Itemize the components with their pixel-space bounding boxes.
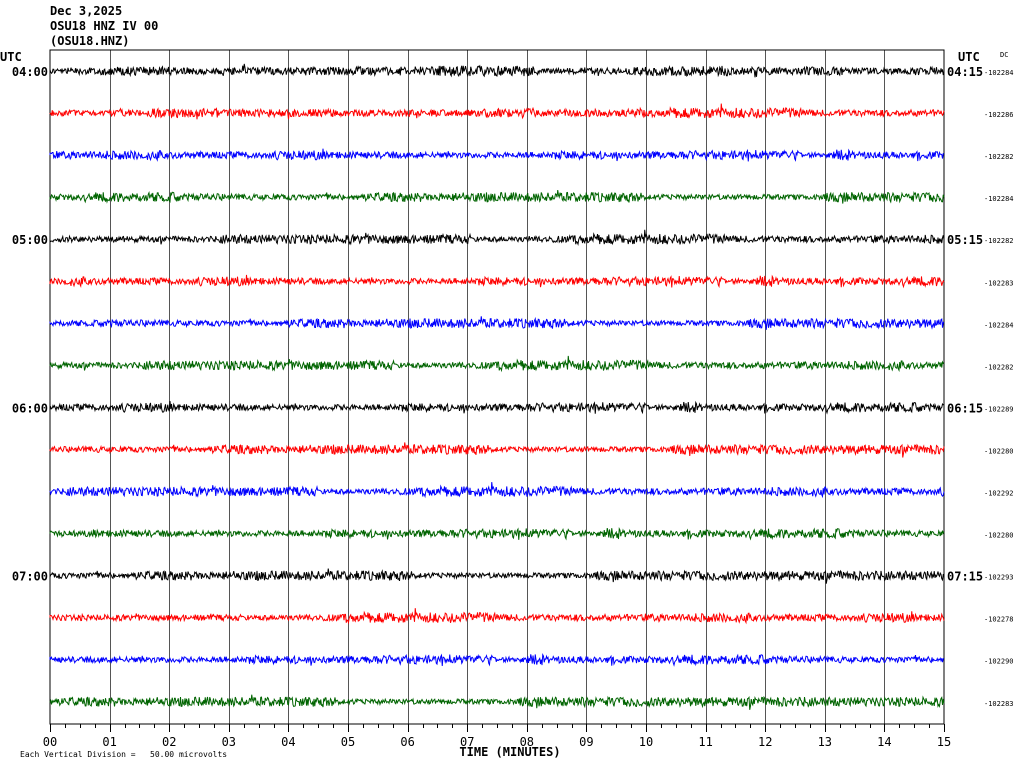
trace-row — [49, 103, 945, 120]
row-dc-offset: -102284 — [984, 69, 1014, 77]
row-dc-offset: -102289 — [984, 405, 1014, 413]
row-dc-offset: -102283 — [984, 700, 1014, 708]
row-dc-offset: -102280 — [984, 447, 1014, 455]
label-group: UTC UTC DC TIME (MINUTES) Each Vertical … — [0, 50, 1014, 759]
right-axis-title: UTC — [958, 50, 980, 64]
row-dc-offset: -102282 — [984, 153, 1014, 161]
x-axis: 00 01 02 03 04 05 06 07 08 09 10 11 12 13 14 15 — [43, 724, 951, 749]
x-tick-label: 11 — [698, 735, 712, 749]
grid-lines — [110, 50, 885, 724]
x-axis-label: TIME (MINUTES) — [459, 745, 560, 759]
x-tick-label: 08 — [520, 735, 534, 749]
trace-row — [49, 608, 945, 625]
channel-id: (OSU18.HNZ) — [50, 34, 130, 48]
row-dc-offset: -102283 — [984, 279, 1014, 287]
trace-row — [49, 442, 945, 458]
dc-label: DC — [1000, 51, 1008, 59]
row-time-right: 05:15 — [947, 233, 983, 247]
row-time-right: 06:15 — [947, 401, 983, 415]
trace-row — [49, 229, 945, 246]
row-dc-offset: -102293 — [984, 574, 1014, 582]
plot-frame — [49, 49, 945, 725]
x-tick-label: 05 — [341, 735, 355, 749]
left-axis-title: UTC — [0, 50, 22, 64]
trace-row — [49, 148, 945, 162]
row-dc-offset: -102282 — [984, 237, 1014, 245]
row-time-left: 04:00 — [12, 65, 48, 79]
x-tick-label: 14 — [877, 735, 891, 749]
station-id: OSU18 HNZ IV 00 — [50, 19, 159, 33]
trace-row — [49, 568, 945, 584]
trace-row — [49, 316, 945, 330]
trace-row — [49, 526, 945, 541]
x-tick-label: 15 — [937, 735, 951, 749]
x-tick-label: 13 — [818, 735, 832, 749]
trace-row — [49, 355, 945, 373]
x-tick-label: 02 — [162, 735, 176, 749]
trace-row — [49, 653, 944, 667]
row-dc-offset: -102278 — [984, 616, 1014, 624]
scale-footer: Each Vertical Division = 50.00 microvolt… — [20, 750, 227, 759]
row-time-left: 06:00 — [12, 401, 48, 415]
x-tick-label: 04 — [281, 735, 295, 749]
x-tick-label: 10 — [639, 735, 653, 749]
x-tick-label: 09 — [579, 735, 593, 749]
row-dc-offset: -102284 — [984, 195, 1014, 203]
row-time-left: 07:00 — [12, 570, 48, 584]
x-tick-label: 01 — [102, 735, 116, 749]
x-tick-label: 12 — [758, 735, 772, 749]
row-dc-offset: -102292 — [984, 490, 1014, 498]
trace-row — [49, 694, 945, 710]
trace-row — [49, 63, 945, 78]
trace-group — [49, 63, 945, 710]
trace-row — [49, 190, 945, 204]
x-tick-label: 00 — [43, 735, 57, 749]
x-tick-label: 07 — [460, 735, 474, 749]
trace-row — [49, 400, 944, 415]
row-dc-offset: -102280 — [984, 532, 1014, 540]
x-tick-label: 03 — [222, 735, 236, 749]
row-dc-offset: -102282 — [984, 363, 1014, 371]
plot-date: Dec 3,2025 — [50, 4, 123, 18]
trace-row — [49, 274, 945, 289]
row-dc-offset: -102284 — [984, 321, 1014, 329]
row-dc-offset: -102286 — [984, 111, 1014, 119]
row-dc-offset: -102290 — [984, 658, 1014, 666]
row-time-right: 04:15 — [947, 65, 983, 79]
row-time-left: 05:00 — [12, 233, 48, 247]
trace-row — [49, 482, 945, 499]
x-tick-label: 06 — [400, 735, 414, 749]
row-time-right: 07:15 — [947, 570, 983, 584]
